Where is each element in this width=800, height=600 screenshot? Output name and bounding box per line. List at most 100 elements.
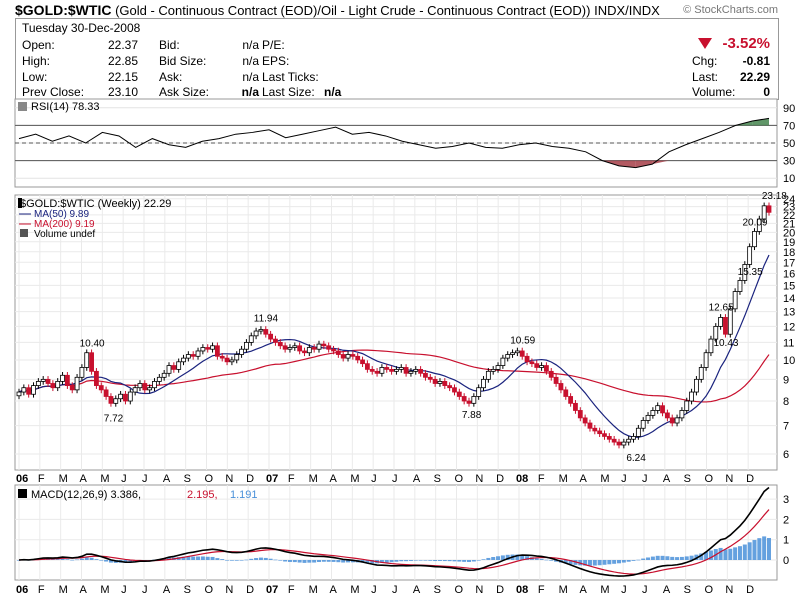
macd-histogram-bar	[50, 559, 55, 560]
candle-body	[94, 370, 99, 386]
macd-histogram-bar	[26, 559, 31, 561]
candle-body	[737, 280, 743, 292]
asksize-label: Ask Size:	[159, 85, 210, 99]
macd-histogram-bar	[118, 560, 123, 563]
macd-histogram-bar	[317, 560, 321, 563]
candle-body	[326, 345, 332, 350]
macd-histogram-bar	[442, 560, 447, 562]
price-x-tick-label: M	[559, 473, 568, 485]
candle-body	[490, 368, 496, 372]
candle-body	[398, 367, 404, 370]
quote-panel: Tuesday 30-Dec-2008 Open: 22.37 High: 22…	[15, 18, 779, 100]
macd-histogram-bar	[234, 560, 239, 561]
price-annotation: 7.72	[104, 414, 124, 425]
macd-histogram-bar	[413, 560, 418, 561]
macd-legend-icon	[18, 489, 27, 498]
candle-body	[156, 376, 162, 382]
macd-histogram-bar	[137, 560, 142, 561]
macd-histogram-bar	[684, 556, 689, 560]
candle-body	[631, 436, 636, 440]
macd-histogram-bar	[568, 560, 573, 565]
price-x-tick-label: N	[475, 473, 483, 485]
macd-histogram-bar	[113, 560, 118, 563]
candle-body	[137, 383, 143, 389]
macd-histogram-bar	[244, 559, 249, 561]
volume-label: Volume:	[692, 85, 736, 99]
macd-histogram-bar	[384, 560, 389, 563]
macd-histogram-bar	[104, 560, 109, 562]
candle-body	[321, 343, 327, 347]
candle-body	[98, 385, 104, 391]
candle-body	[713, 325, 719, 340]
lastticks-label: Last Ticks:	[262, 70, 319, 84]
candle-body	[263, 329, 269, 335]
price-x-tick-label: S	[184, 473, 191, 485]
macd-histogram-bar	[263, 557, 268, 560]
candle-body	[587, 422, 593, 429]
candle-body	[302, 350, 307, 354]
rsi-oversold-fill	[652, 160, 669, 165]
candle-body	[732, 291, 738, 310]
macd-x-tick-label: M	[559, 584, 568, 596]
macd-histogram-bar	[346, 560, 351, 563]
macd-histogram-bar	[708, 550, 713, 560]
macd-histogram-bar	[220, 559, 225, 560]
macd-histogram-bar	[307, 560, 312, 563]
macd-x-tick-label: O	[455, 584, 464, 596]
candle-body	[597, 430, 603, 435]
macd-histogram-bar	[191, 556, 196, 560]
candle-body	[277, 342, 283, 347]
macd-histogram-bar	[583, 560, 588, 566]
macd-histogram-bar	[689, 555, 694, 560]
candle-body	[306, 347, 312, 354]
macd-histogram-bar	[355, 560, 360, 563]
rsi-oversold-fill	[602, 160, 619, 166]
macd-histogram-bar	[99, 560, 104, 561]
stockcharts-logo[interactable]: © StockCharts.com	[683, 4, 778, 16]
macd-histogram-bar	[660, 555, 665, 560]
price-tick-label: 8	[783, 396, 789, 408]
macd-histogram-bar	[55, 559, 60, 560]
ticker-description: (Gold - Continuous Contract (EOD)/Oil - …	[115, 3, 591, 18]
prevclose-label: Prev Close:	[22, 85, 85, 99]
bidsize-value: n/a	[242, 54, 259, 68]
macd-tick-label: 0	[783, 555, 789, 567]
candle-body	[558, 383, 564, 391]
macd-histogram-bar	[375, 560, 380, 564]
rsi-oversold-fill	[619, 160, 636, 168]
price-tick-label: 20	[783, 227, 795, 239]
price-tick-label: 23	[783, 202, 795, 214]
macd-histogram-bar	[679, 556, 684, 560]
macd-x-tick-label: M	[309, 584, 318, 596]
candle-body	[292, 345, 298, 348]
candle-body	[756, 218, 762, 232]
macd-histogram-bar	[597, 560, 602, 566]
macd-histogram-bar	[650, 556, 655, 560]
price-tick-label: 14	[783, 293, 795, 305]
candle-body	[553, 376, 559, 384]
macd-histogram-bar	[196, 556, 201, 560]
price-tick-label: 22	[783, 210, 795, 222]
macd-x-tick-label: O	[205, 584, 214, 596]
macd-histogram-bar	[399, 560, 404, 562]
candle-body	[224, 357, 230, 363]
macd-histogram-bar	[128, 560, 133, 563]
macd-histogram-bar	[675, 557, 680, 560]
candle-body	[427, 376, 433, 380]
price-x-tick-label: 06	[16, 473, 28, 485]
price-tick-label: 12	[783, 321, 795, 333]
price-x-tick-label: A	[413, 473, 421, 485]
candle-body	[108, 396, 114, 404]
macd-histogram-bar	[762, 536, 767, 560]
macd-histogram-bar	[341, 560, 346, 563]
rsi-oversold-fill	[635, 160, 653, 168]
macd-histogram-bar	[500, 555, 505, 560]
macd-histogram-bar	[670, 556, 675, 560]
last-label: Last:	[692, 70, 719, 84]
candle-body	[766, 205, 772, 213]
macd-histogram-bar	[602, 560, 607, 565]
macd-histogram-bar	[699, 553, 704, 560]
prevclose-value: 23.10	[107, 85, 138, 99]
macd-histogram-bar	[655, 555, 660, 560]
price-legend-candle-icon	[18, 198, 22, 208]
